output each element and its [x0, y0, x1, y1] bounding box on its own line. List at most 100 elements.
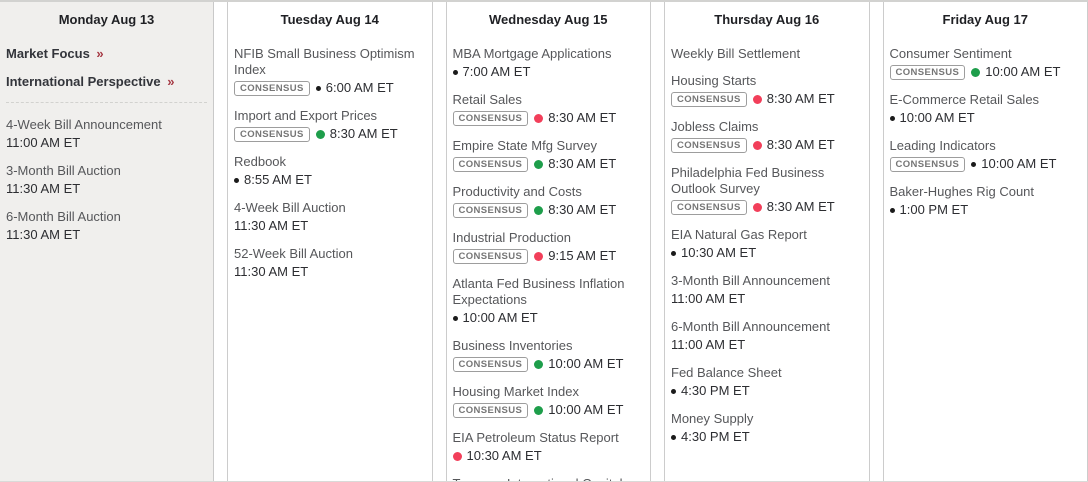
release-dot-icon: [534, 251, 544, 261]
consensus-badge[interactable]: CONSENSUS: [452, 356, 529, 372]
event-time: 11:30 AM ET: [234, 264, 309, 279]
event-title[interactable]: Housing Market Index: [452, 384, 579, 399]
event-row: 6-Month Bill Announcement 11:00 AM ET: [671, 319, 863, 354]
release-dot-icon: [534, 405, 544, 415]
event-time: 11:00 AM ET: [671, 291, 746, 306]
consensus-badge[interactable]: CONSENSUS: [671, 137, 747, 153]
event-title[interactable]: Productivity and Costs: [452, 184, 582, 199]
consensus-badge[interactable]: CONSENSUS: [889, 156, 966, 172]
release-dot-icon: [534, 359, 544, 369]
event-title[interactable]: Fed Balance Sheet: [671, 365, 782, 380]
consensus-badge[interactable]: CONSENSUS: [234, 80, 310, 96]
event-title[interactable]: Philadelphia Fed Business Outlook Survey: [671, 165, 825, 196]
event-title[interactable]: 3-Month Bill Announcement: [671, 273, 830, 288]
release-dot-icon: [315, 129, 325, 139]
event-meta: CONSENSUS 10:00 AM ET: [452, 355, 645, 373]
event-title[interactable]: Housing Starts: [671, 73, 757, 88]
event-title[interactable]: Redbook: [234, 154, 287, 169]
event-title[interactable]: EIA Natural Gas Report: [671, 227, 807, 242]
consensus-badge[interactable]: CONSENSUS: [671, 91, 747, 107]
day-column: Tuesday Aug 14 NFIB Small Business Optim…: [227, 2, 433, 481]
event-title[interactable]: 3-Month Bill Auction: [6, 163, 121, 178]
event-row: Atlanta Fed Business Inflation Expectati…: [452, 276, 645, 327]
consensus-badge[interactable]: CONSENSUS: [452, 202, 529, 218]
event-row: EIA Petroleum Status Report 10:30 AM ET: [452, 430, 645, 465]
event-title[interactable]: 6-Month Bill Announcement: [671, 319, 830, 334]
event-meta: 11:00 AM ET: [671, 290, 863, 308]
event-title[interactable]: Industrial Production: [452, 230, 572, 245]
release-dot-icon: [889, 115, 895, 121]
event-meta: CONSENSUS 9:15 AM ET: [452, 247, 645, 265]
event-title[interactable]: E-Commerce Retail Sales: [889, 92, 1040, 107]
day-column: Wednesday Aug 15 MBA Mortgage Applicatio…: [445, 2, 651, 481]
consensus-badge[interactable]: CONSENSUS: [234, 126, 310, 142]
event-title[interactable]: 52-Week Bill Auction: [234, 246, 353, 261]
event-title[interactable]: Treasury International Capital: [453, 476, 645, 481]
section-link[interactable]: International Perspective »: [6, 74, 207, 90]
event-time: 10:00 AM ET: [981, 156, 1057, 171]
section-link-label[interactable]: International Perspective: [6, 74, 161, 89]
event-title[interactable]: Leading Indicators: [889, 138, 996, 153]
event-title[interactable]: Money Supply: [671, 411, 754, 426]
event-row: Baker-Hughes Rig Count 1:00 PM ET: [889, 184, 1082, 219]
event-row: 4-Week Bill Announcement 11:00 AM ET: [6, 117, 207, 152]
event-title[interactable]: NFIB Small Business Optimism Index: [234, 46, 415, 77]
day-header: Tuesday Aug 14: [280, 12, 379, 27]
event-title[interactable]: MBA Mortgage Applications: [452, 46, 612, 61]
consensus-badge[interactable]: CONSENSUS: [452, 248, 529, 264]
event-title[interactable]: Empire State Mfg Survey: [452, 138, 598, 153]
consensus-badge[interactable]: CONSENSUS: [452, 110, 529, 126]
event-list: 4-Week Bill Announcement 11:00 AM ET 3-M…: [6, 117, 207, 244]
event-meta: 10:00 AM ET: [452, 309, 645, 327]
event-meta: CONSENSUS 8:30 AM ET: [671, 90, 863, 108]
event-row: 3-Month Bill Auction 11:30 AM ET: [6, 163, 207, 198]
event-row: Money Supply 4:30 PM ET: [671, 411, 863, 446]
event-meta: 11:30 AM ET: [234, 217, 426, 235]
event-title[interactable]: Atlanta Fed Business Inflation Expectati…: [452, 276, 625, 307]
event-meta: 11:00 AM ET: [671, 336, 863, 354]
release-dot-icon: [671, 250, 676, 256]
day-header: Friday Aug 17: [942, 12, 1028, 27]
day-header: Wednesday Aug 15: [489, 12, 608, 27]
event-list: NFIB Small Business Optimism Index CONSE…: [234, 46, 426, 281]
event-title[interactable]: 6-Month Bill Auction: [6, 209, 121, 224]
event-meta: CONSENSUS 10:00 AM ET: [889, 155, 1082, 173]
event-row: Treasury International Capital 4:00 PM E…: [453, 476, 645, 481]
event-title[interactable]: Weekly Bill Settlement: [671, 46, 801, 61]
consensus-badge[interactable]: CONSENSUS: [452, 402, 529, 418]
event-time: 7:00 AM ET: [462, 64, 531, 79]
event-meta: 1:00 PM ET: [889, 201, 1082, 219]
event-title[interactable]: Import and Export Prices: [234, 108, 378, 123]
section-link[interactable]: Market Focus »: [6, 46, 207, 62]
event-row: NFIB Small Business Optimism Index CONSE…: [234, 46, 426, 97]
event-time: 8:30 AM ET: [548, 202, 617, 217]
section-link-label[interactable]: Market Focus: [6, 46, 90, 61]
event-time: 8:30 AM ET: [766, 91, 835, 106]
event-meta: CONSENSUS 8:30 AM ET: [452, 201, 645, 219]
event-meta: 10:30 AM ET: [671, 244, 863, 262]
event-title[interactable]: Consumer Sentiment: [889, 46, 1012, 61]
event-title[interactable]: 4-Week Bill Auction: [234, 200, 346, 215]
event-title[interactable]: EIA Petroleum Status Report: [452, 430, 619, 445]
release-dot-icon: [671, 388, 676, 394]
event-list: Consumer Sentiment CONSENSUS 10:00 AM ET…: [889, 46, 1082, 219]
event-meta: 11:30 AM ET: [6, 226, 207, 244]
consensus-badge[interactable]: CONSENSUS: [671, 199, 747, 215]
event-title[interactable]: Jobless Claims: [671, 119, 759, 134]
day-column: Friday Aug 17 Consumer Sentiment CONSENS…: [882, 2, 1088, 481]
consensus-badge[interactable]: CONSENSUS: [889, 64, 966, 80]
event-list: Weekly Bill Settlement Housing Starts CO…: [671, 46, 863, 446]
event-title[interactable]: 4-Week Bill Announcement: [6, 117, 162, 132]
event-row: Philadelphia Fed Business Outlook Survey…: [671, 165, 863, 216]
event-time: 8:30 AM ET: [766, 137, 835, 152]
event-title[interactable]: Retail Sales: [452, 92, 522, 107]
day-header: Thursday Aug 16: [714, 12, 820, 27]
event-title[interactable]: Business Inventories: [452, 338, 573, 353]
event-meta: CONSENSUS 8:30 AM ET: [671, 198, 863, 216]
event-meta: CONSENSUS 10:00 AM ET: [889, 63, 1082, 81]
release-dot-icon: [452, 451, 462, 461]
consensus-badge[interactable]: CONSENSUS: [452, 156, 529, 172]
event-title[interactable]: Baker-Hughes Rig Count: [889, 184, 1035, 199]
event-meta: CONSENSUS 10:00 AM ET: [452, 401, 645, 419]
event-meta: 4:30 PM ET: [671, 428, 863, 446]
